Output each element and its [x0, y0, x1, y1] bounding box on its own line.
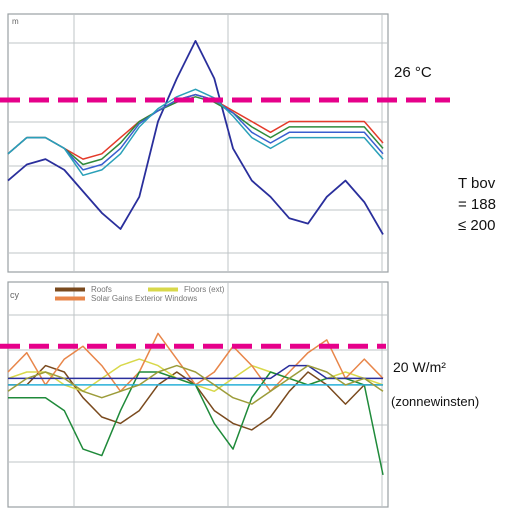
bottom-chart-panel: Roofs Floors (ext)Solar Gains Exterior Wi… — [0, 281, 479, 508]
side-note-line-2: = 188 — [458, 196, 496, 213]
bottom-threshold-sublabel: (zonnewinsten) — [391, 394, 479, 409]
top-chart-series — [7, 40, 384, 235]
bottom-chart-series — [7, 332, 384, 476]
legend-stub-text: cy — [10, 290, 20, 300]
top-series-line-0 — [7, 40, 384, 235]
legend-label-1: Floors (ext) — [184, 285, 225, 294]
top-chart-frame — [7, 13, 389, 273]
top-corner-text: m — [12, 17, 19, 26]
side-note-line-1: T bov — [458, 175, 496, 192]
bottom-series-line-4 — [8, 364, 383, 380]
bottom-series-line-6 — [7, 364, 384, 405]
top-series-line-4 — [7, 88, 384, 177]
legend-swatch-1 — [148, 287, 178, 292]
side-note: T bov = 188 ≤ 200 — [458, 173, 496, 236]
side-note-line-3: ≤ 200 — [458, 217, 496, 234]
bottom-chart-legend: Roofs Floors (ext)Solar Gains Exterior Wi… — [55, 285, 225, 303]
top-chart-panel: m 26 °C — [0, 13, 450, 273]
top-series-line-2 — [7, 96, 384, 166]
legend-swatch-2 — [55, 296, 85, 301]
bottom-threshold-label: 20 W/m² — [393, 359, 446, 375]
legend-label-2: Solar Gains Exterior Windows — [91, 294, 197, 303]
bottom-chart-frame — [7, 281, 389, 508]
legend-label-0: Roofs — [91, 285, 112, 294]
top-series-line-3 — [7, 93, 384, 171]
top-threshold-label: 26 °C — [394, 64, 432, 81]
top-chart-grid — [8, 14, 388, 272]
legend-swatch-0 — [55, 287, 85, 292]
